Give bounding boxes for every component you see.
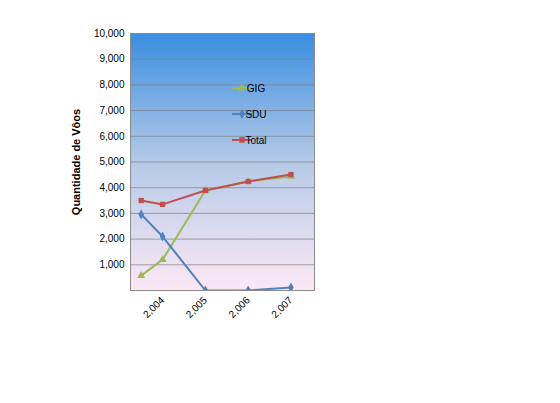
svg-text:SDU: SDU (245, 109, 266, 120)
svg-text:7,000: 7,000 (99, 105, 124, 116)
svg-text:GIG: GIG (247, 83, 266, 94)
svg-text:2,007: 2,007 (269, 294, 295, 320)
svg-text:2,004: 2,004 (141, 294, 167, 320)
svg-text:6,000: 6,000 (99, 131, 124, 142)
svg-text:2,006: 2,006 (226, 294, 252, 320)
svg-text:8,000: 8,000 (99, 79, 124, 90)
svg-text:Quantidade de Vôos: Quantidade de Vôos (70, 109, 82, 215)
svg-text:Total: Total (245, 135, 266, 146)
svg-text:4,000: 4,000 (99, 182, 124, 193)
svg-text:2,005: 2,005 (184, 294, 210, 320)
svg-text:2,000: 2,000 (99, 233, 124, 244)
svg-text:1,000: 1,000 (99, 259, 124, 270)
svg-text:9,000: 9,000 (99, 53, 124, 64)
svg-text:10,000: 10,000 (94, 28, 125, 39)
svg-text:3,000: 3,000 (99, 208, 124, 219)
svg-text:5,000: 5,000 (99, 156, 124, 167)
